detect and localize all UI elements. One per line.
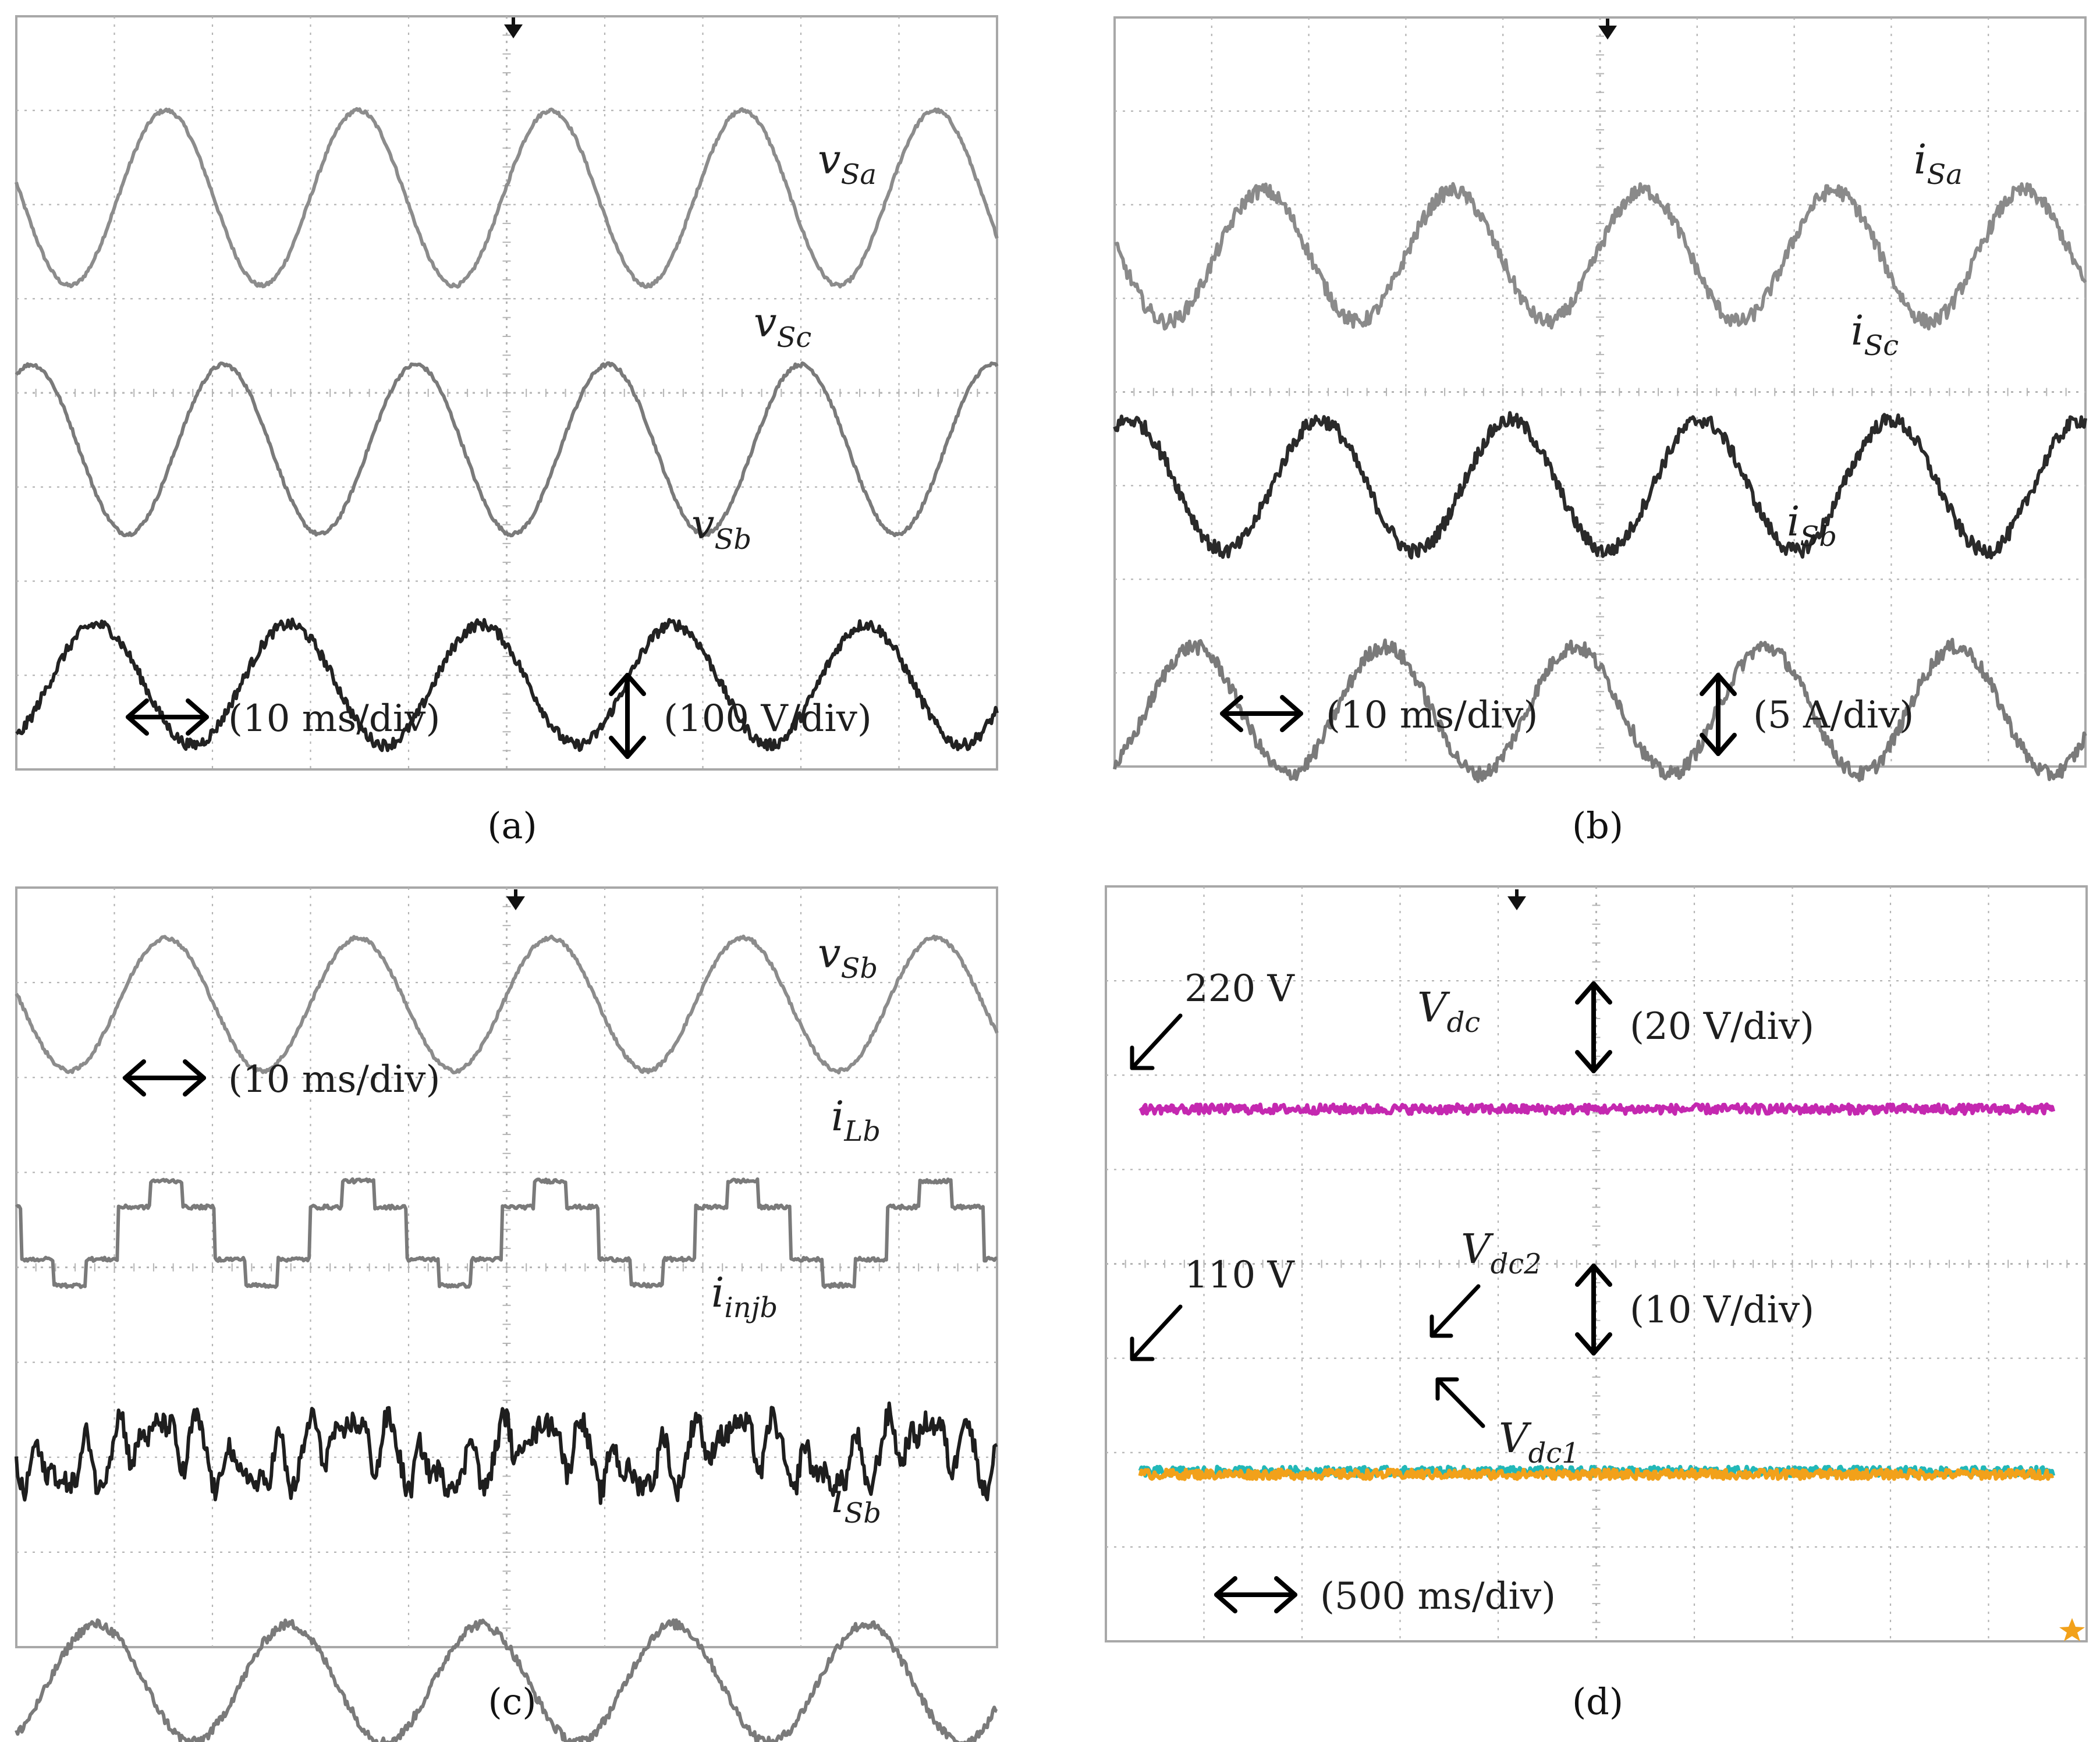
panel-label-b: (b) xyxy=(1572,804,1623,847)
series-label-vSc: vSc xyxy=(754,299,811,354)
horizontal-double-arrow-icon xyxy=(1214,1576,1297,1613)
panel-c-traces xyxy=(15,934,999,1742)
vdc2-pointer-arrow-icon xyxy=(1429,1284,1481,1338)
trace-vSb xyxy=(15,934,999,1075)
series-label-Vdc: Vdc xyxy=(1417,984,1480,1039)
series-label-iinjb: iinjb xyxy=(711,1269,778,1324)
series-label-Vdc2: Vdc2 xyxy=(1461,1225,1542,1280)
trace-iSb xyxy=(1113,637,2087,783)
trigger-marker-icon xyxy=(1507,889,1526,910)
panel-a-traces xyxy=(15,107,999,753)
series-label-iSa: iSa xyxy=(1914,136,1963,191)
vdc1-pointer-arrow-icon xyxy=(1435,1377,1485,1428)
upper-level-arrow-icon xyxy=(1130,1013,1183,1070)
panel-a-grid xyxy=(16,16,997,769)
trigger-marker-icon xyxy=(504,17,523,38)
panel-d-grid xyxy=(1106,886,2087,1641)
vertical-double-arrow-icon xyxy=(1700,673,1737,756)
time-scale-annotation: (10 ms/div) xyxy=(228,697,440,740)
trace-vSa xyxy=(15,107,999,289)
series-label-iLb: iLb xyxy=(831,1092,881,1148)
vertical-double-arrow-icon xyxy=(1575,1264,1612,1356)
series-label-iSb: iSb xyxy=(831,1474,881,1530)
series-label-vSa: vSa xyxy=(818,136,877,191)
panel-d-traces xyxy=(1138,1102,2056,1481)
trace-iLb xyxy=(15,1177,998,1289)
upper-scale-annotation: (20 V/div) xyxy=(1630,1005,1814,1048)
time-scale-annotation: (10 ms/div) xyxy=(228,1058,440,1101)
amplitude-scale-annotation: (5 A/div) xyxy=(1753,694,1914,737)
trace-Vdc xyxy=(1138,1102,2056,1116)
panel-label-a: (a) xyxy=(487,804,537,847)
horizontal-double-arrow-icon xyxy=(123,1059,206,1097)
trace-vSb xyxy=(15,618,999,753)
vertical-double-arrow-icon xyxy=(1575,981,1612,1073)
ground-marker-icon xyxy=(2059,1618,2085,1641)
panel-b: iSa iSc iSb (10 ms/div) (5 A/div) (b) xyxy=(1113,16,2087,847)
trace-Vdc1 xyxy=(1138,1467,2055,1481)
series-label-vSb: vSb xyxy=(691,501,751,556)
panel-label-d: (d) xyxy=(1572,1680,1623,1723)
horizontal-double-arrow-icon xyxy=(1220,695,1303,732)
series-label-iSc: iSc xyxy=(1851,307,1899,362)
panel-d: 220 V Vdc (20 V/div) 110 V Vdc2 (10 V/di… xyxy=(1105,885,2088,1723)
time-scale-annotation: (10 ms/div) xyxy=(1326,694,1538,737)
panel-b-traces xyxy=(1113,182,2087,783)
series-label-vSb: vSb xyxy=(818,929,878,985)
vertical-double-arrow-icon xyxy=(609,673,646,759)
panel-a: vSa vSc vSb (10 ms/div) (100 V/div) (a) xyxy=(15,15,999,847)
trigger-marker-icon xyxy=(506,889,525,910)
trace-iSb xyxy=(15,1618,998,1742)
trace-iinjb xyxy=(15,1401,998,1505)
series-label-Vdc1: Vdc1 xyxy=(1499,1414,1580,1470)
trace-iSc xyxy=(1113,411,2087,560)
horizontal-double-arrow-icon xyxy=(126,698,209,736)
panel-label-c: (c) xyxy=(488,1680,536,1723)
amplitude-scale-annotation: (100 V/div) xyxy=(664,697,872,740)
upper-level-label: 220 V xyxy=(1184,967,1296,1010)
trace-iSa xyxy=(1114,182,2087,331)
lower-level-label: 110 V xyxy=(1184,1254,1296,1297)
lower-scale-annotation: (10 V/div) xyxy=(1630,1289,1814,1332)
series-label-iSb: iSb xyxy=(1787,498,1837,553)
time-scale-annotation: (500 ms/div) xyxy=(1320,1575,1556,1618)
lower-level-arrow-icon xyxy=(1130,1304,1183,1361)
panel-c: vSb (10 ms/div) iLb iinjb iSb (c) xyxy=(15,886,999,1742)
trigger-marker-icon xyxy=(1598,19,1617,40)
trace-vSc xyxy=(15,361,999,538)
